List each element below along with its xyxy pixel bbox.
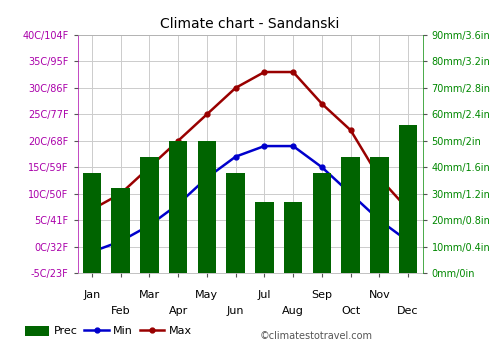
Text: Oct: Oct xyxy=(341,306,360,316)
Text: Sep: Sep xyxy=(312,290,332,300)
Text: Jun: Jun xyxy=(227,306,244,316)
Bar xyxy=(140,157,158,273)
Bar xyxy=(82,173,101,273)
Bar xyxy=(198,141,216,273)
Text: Aug: Aug xyxy=(282,306,304,316)
Bar xyxy=(169,141,188,273)
Bar xyxy=(399,125,417,273)
Title: Climate chart - Sandanski: Climate chart - Sandanski xyxy=(160,17,340,31)
Bar xyxy=(112,188,130,273)
Bar xyxy=(312,173,331,273)
Text: ©climatestotravel.com: ©climatestotravel.com xyxy=(260,331,373,341)
Text: Apr: Apr xyxy=(168,306,188,316)
Bar xyxy=(226,173,245,273)
Legend: Prec, Min, Max: Prec, Min, Max xyxy=(20,321,197,341)
Bar xyxy=(284,202,302,273)
Text: Dec: Dec xyxy=(398,306,419,316)
Text: Feb: Feb xyxy=(111,306,130,316)
Bar xyxy=(370,157,388,273)
Text: Mar: Mar xyxy=(139,290,160,300)
Text: Nov: Nov xyxy=(368,290,390,300)
Text: Jan: Jan xyxy=(83,290,100,300)
Bar xyxy=(342,157,360,273)
Bar xyxy=(255,202,274,273)
Text: Jul: Jul xyxy=(258,290,271,300)
Text: May: May xyxy=(196,290,218,300)
